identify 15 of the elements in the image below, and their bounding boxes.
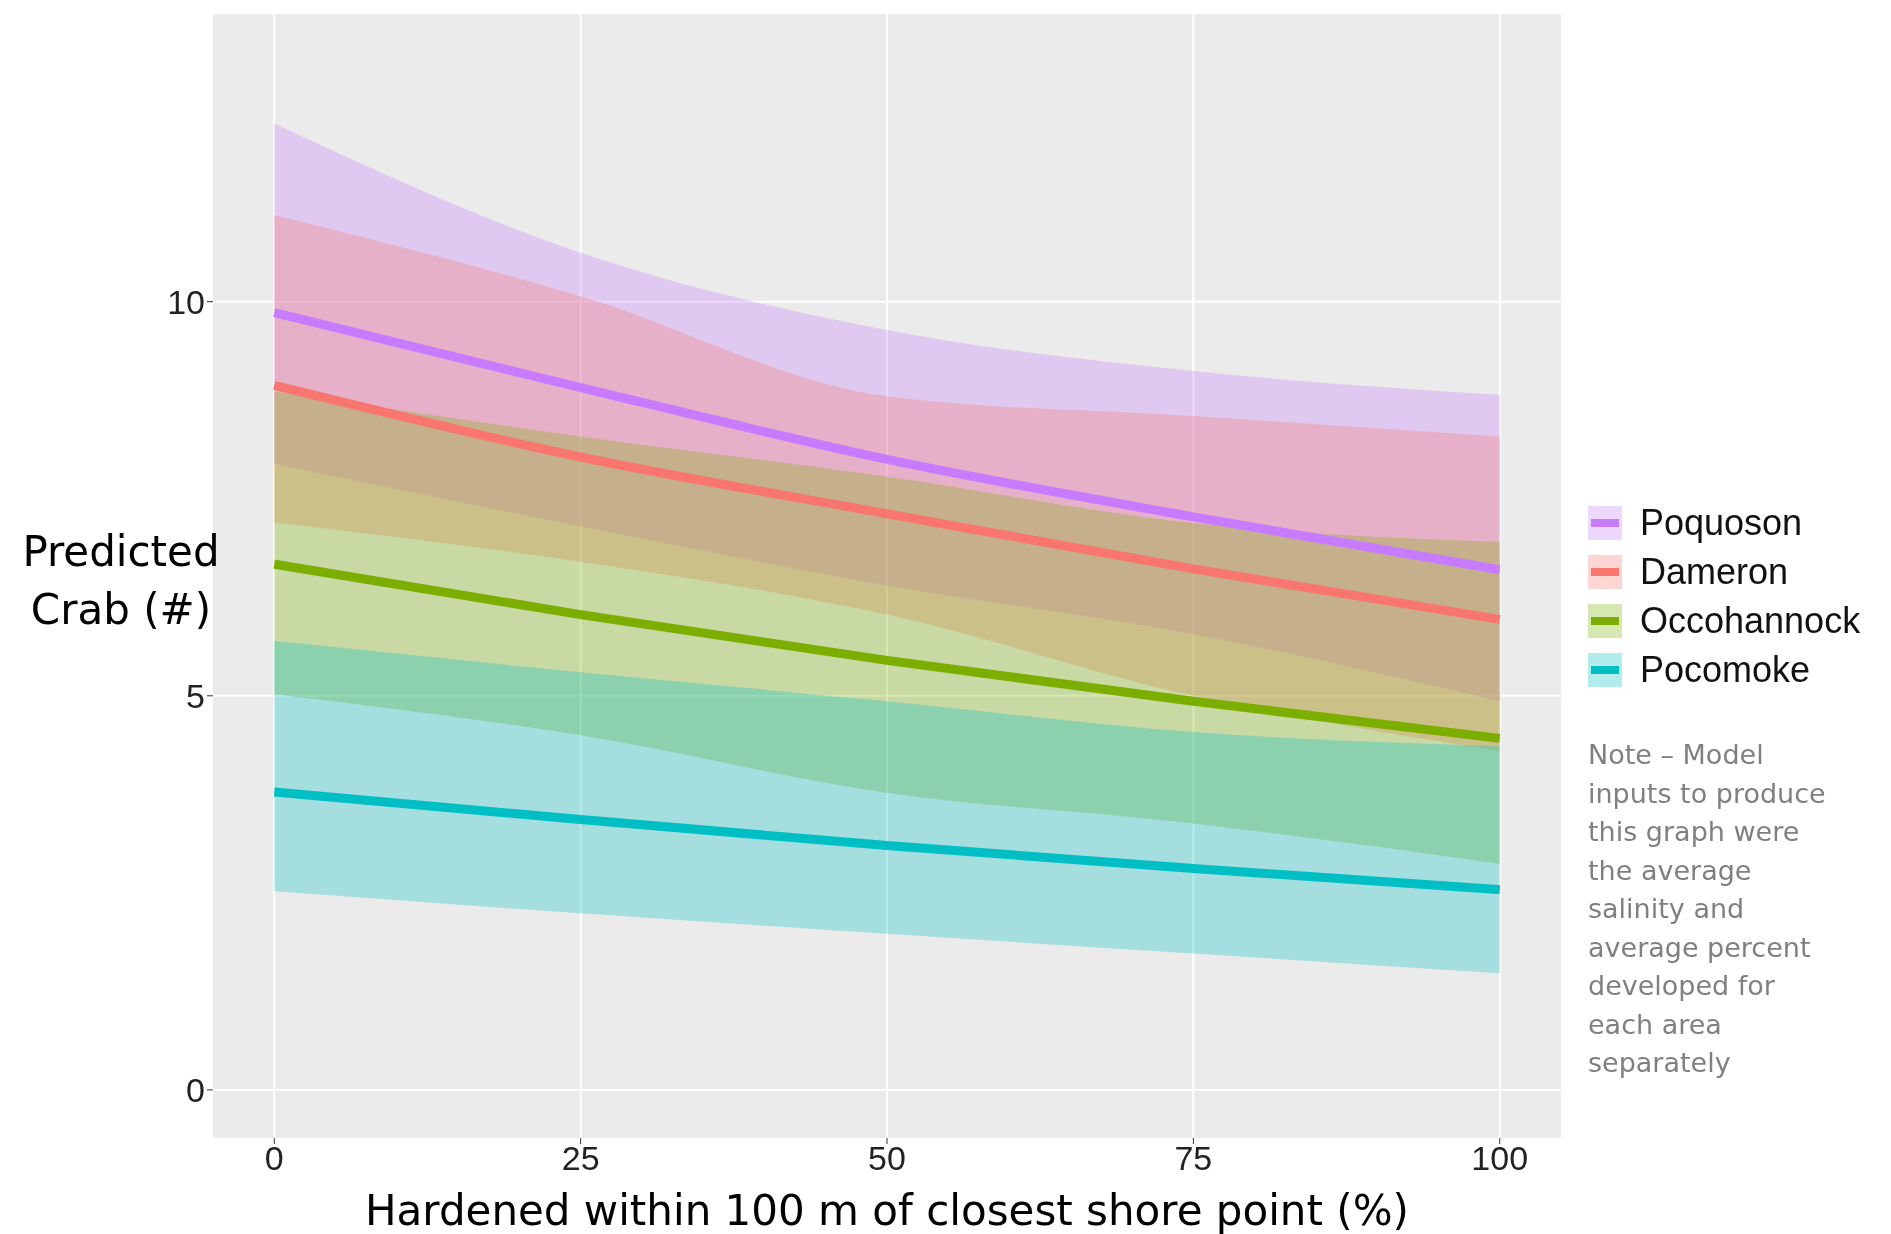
x-tick-label: 75 [1174, 1139, 1213, 1178]
legend-label: Poquoson [1640, 501, 1803, 544]
y-axis-title: Predicted Crab (#) [21, 526, 221, 636]
y-tick-label: 10 [167, 282, 205, 321]
x-tick-label: 25 [561, 1139, 600, 1178]
y-tick-label: 0 [186, 1070, 205, 1109]
legend-label: Occohannock [1640, 599, 1861, 642]
x-tick-label: 0 [264, 1139, 284, 1178]
legend-label: Dameron [1640, 550, 1789, 593]
x-tick-label: 50 [868, 1139, 906, 1178]
text: Note – Model inputs to produce this graph were the average salinity and average percent developed for each area separately [1588, 739, 1826, 1078]
y-tick-label: 5 [186, 676, 205, 715]
x-axis-title: Hardened within 100 m of closest shore point (%) [364, 1186, 1410, 1234]
legend-label: Pocomoke [1640, 648, 1811, 691]
x-tick-label: 100 [1471, 1139, 1529, 1178]
